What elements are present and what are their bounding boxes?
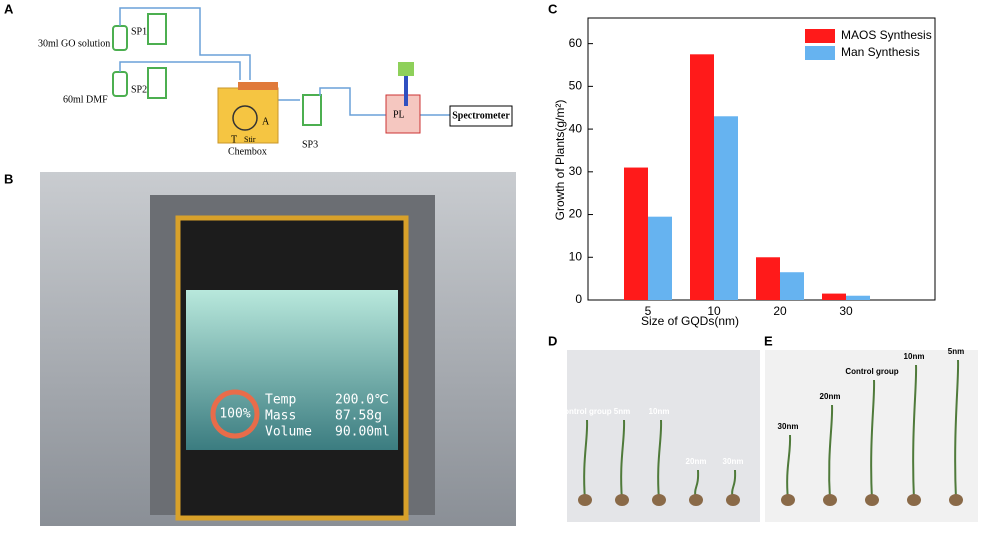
x-tick-label: 20 xyxy=(773,304,787,318)
seed xyxy=(726,494,740,506)
spectrometer-label: Spectrometer xyxy=(452,110,510,121)
bar xyxy=(690,54,714,301)
box-label: A xyxy=(262,116,270,127)
plant-label: 10nm xyxy=(649,407,670,416)
screen-text: 200.0℃ xyxy=(335,393,389,408)
seed xyxy=(689,494,703,506)
seed xyxy=(615,494,629,506)
seed xyxy=(907,494,921,506)
plant-label: 20nm xyxy=(820,392,841,401)
y-tick-label: 30 xyxy=(569,164,583,178)
reagent-label: 30ml GO solution xyxy=(38,38,110,49)
stir-label: Stir xyxy=(244,135,256,144)
seed xyxy=(781,494,795,506)
plant-label: Control group xyxy=(558,407,611,416)
x-axis-label: Size of GQDs(nm) xyxy=(641,314,739,328)
plant xyxy=(583,419,589,501)
photo xyxy=(567,350,760,522)
plant xyxy=(786,434,792,501)
plant xyxy=(657,419,663,501)
bar xyxy=(822,293,846,300)
x-tick-label: 30 xyxy=(839,304,853,318)
legend-label: MAOS Synthesis xyxy=(841,28,932,42)
plant-label: 10nm xyxy=(904,352,925,361)
panel-label: D xyxy=(548,333,557,348)
bar xyxy=(624,167,648,300)
y-tick-label: 10 xyxy=(569,249,583,263)
plant xyxy=(620,419,626,501)
seed xyxy=(652,494,666,506)
y-tick-label: 0 xyxy=(575,292,582,306)
seed xyxy=(578,494,592,506)
panel-label: B xyxy=(4,171,13,186)
bar xyxy=(846,295,870,300)
bar xyxy=(780,272,804,300)
plant xyxy=(828,404,834,501)
screen-text: Mass xyxy=(265,409,296,424)
sensor-label: T xyxy=(231,134,237,145)
legend-swatch xyxy=(805,29,835,43)
plant xyxy=(954,359,960,501)
plant-label: Control group xyxy=(845,367,898,376)
x-tick-label: 10 xyxy=(707,304,721,318)
y-tick-label: 50 xyxy=(569,79,583,93)
reagent-label: 60ml DMF xyxy=(63,94,108,105)
chembox-label: Chembox xyxy=(228,146,267,157)
screen-text: Volume xyxy=(265,425,312,440)
screen-text: Temp xyxy=(265,393,296,408)
bar xyxy=(756,257,780,300)
seed xyxy=(865,494,879,506)
y-tick-label: 60 xyxy=(569,36,583,50)
pump-label: SP3 xyxy=(302,139,318,150)
pl-label: PL xyxy=(393,109,405,120)
plant xyxy=(912,364,918,501)
y-tick-label: 20 xyxy=(569,207,583,221)
plant xyxy=(870,379,876,501)
y-axis-label: Growth of Plants(g/m²) xyxy=(553,100,567,221)
screen-text: 90.00ml xyxy=(335,425,390,440)
legend-swatch xyxy=(805,46,835,60)
plant-label: 5nm xyxy=(614,407,630,416)
y-tick-label: 40 xyxy=(569,121,583,135)
seed xyxy=(949,494,963,506)
screen-text: 100% xyxy=(219,407,250,422)
pump-label: SP2 xyxy=(131,84,147,95)
screen-text: 87.58g xyxy=(335,409,382,424)
seed xyxy=(823,494,837,506)
bar xyxy=(714,116,738,300)
plant-label: 30nm xyxy=(778,422,799,431)
panel-label: A xyxy=(4,1,14,16)
panel-label: E xyxy=(764,333,773,348)
plant-label: 20nm xyxy=(686,457,707,466)
pump-label: SP1 xyxy=(131,26,147,37)
panel-label: C xyxy=(548,1,558,16)
x-tick-label: 5 xyxy=(645,304,652,318)
bar xyxy=(648,216,672,300)
photo xyxy=(40,172,516,526)
plant-label: 30nm xyxy=(723,457,744,466)
plant-label: 5nm xyxy=(948,347,964,356)
legend-label: Man Synthesis xyxy=(841,45,920,59)
flow-diagram xyxy=(112,7,513,144)
